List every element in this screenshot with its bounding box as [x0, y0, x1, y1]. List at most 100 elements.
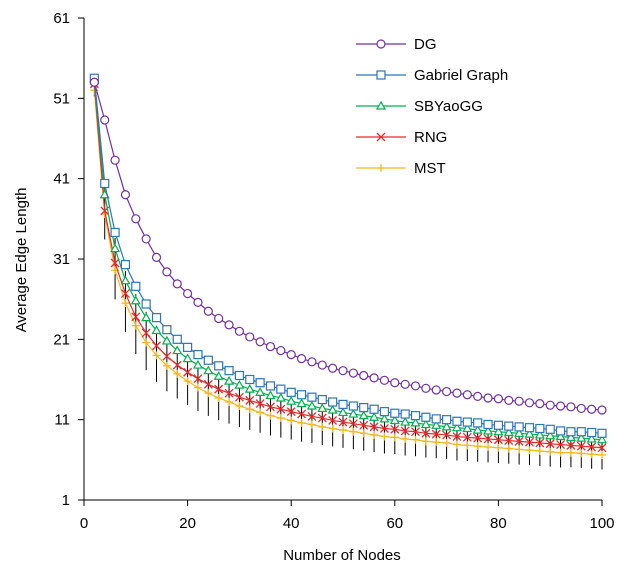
data-point-mst [131, 321, 140, 330]
data-point-sbyaogg [441, 421, 452, 431]
data-point-dg [214, 313, 224, 324]
data-point-sbyaogg [369, 412, 380, 421]
data-point-rng [587, 442, 597, 452]
data-point-gabriel-graph [576, 427, 586, 437]
data-point-dg [473, 391, 483, 401]
data-point-rng [514, 436, 524, 446]
data-point-rng [328, 416, 338, 425]
data-point-dg [514, 396, 524, 406]
series-layer [89, 73, 608, 460]
legend-marker [376, 132, 386, 142]
data-point-dg [597, 405, 607, 415]
data-point-rng [493, 435, 503, 445]
data-point-sbyaogg [172, 345, 183, 355]
legend-label: MST [414, 160, 446, 177]
data-point-sbyaogg [213, 371, 224, 380]
data-point-rng [245, 395, 255, 405]
data-point-dg [410, 381, 421, 391]
data-point-mst [504, 444, 513, 453]
legend-marker [375, 100, 387, 110]
data-point-dg [131, 214, 141, 224]
series-gabriel-graph [89, 73, 607, 438]
data-point-gabriel-graph [462, 417, 472, 427]
data-point-mst [390, 433, 399, 442]
data-point-mst [401, 434, 410, 443]
data-point-mst [411, 435, 420, 444]
data-point-rng [276, 404, 286, 414]
x-tick-label: 20 [179, 515, 196, 532]
data-point-gabriel-graph [338, 399, 348, 410]
legend-marker [376, 39, 386, 49]
data-point-rng [525, 437, 534, 447]
data-point-rng [120, 289, 130, 299]
data-point-gabriel-graph [452, 416, 462, 426]
data-point-gabriel-graph [276, 384, 286, 394]
data-point-rng [556, 440, 566, 450]
data-point-gabriel-graph [410, 411, 421, 421]
data-point-mst [587, 450, 596, 459]
data-point-gabriel-graph [110, 227, 120, 238]
data-point-sbyaogg [151, 325, 162, 335]
legend-item-dg: DG [356, 36, 437, 53]
data-point-rng [359, 420, 369, 430]
data-point-dg [545, 400, 555, 410]
data-point-sbyaogg [192, 359, 203, 369]
data-point-sbyaogg [327, 404, 338, 414]
data-point-dg [400, 379, 410, 389]
data-point-sbyaogg [534, 429, 545, 439]
data-point-gabriel-graph [151, 313, 162, 323]
data-point-mst [473, 442, 482, 451]
data-point-sbyaogg [337, 407, 349, 417]
data-point-sbyaogg [317, 403, 328, 413]
legend-label: Gabriel Graph [414, 67, 508, 84]
data-point-rng [379, 424, 389, 433]
data-point-sbyaogg [141, 312, 152, 322]
data-point-gabriel-graph [100, 178, 110, 189]
series-line-dg [93, 82, 603, 411]
x-tick-label: 40 [283, 515, 300, 532]
data-point-sbyaogg [130, 295, 141, 305]
data-point-mst [328, 424, 337, 433]
data-point-rng [297, 409, 307, 419]
data-point-dg [276, 345, 286, 356]
data-point-dg [162, 267, 172, 277]
data-point-gabriel-graph [566, 427, 576, 437]
data-point-gabriel-graph [214, 361, 224, 371]
data-point-rng [390, 424, 400, 434]
series-mst [90, 86, 606, 460]
data-point-mst [525, 446, 534, 455]
x-tick-label: 0 [80, 515, 88, 532]
data-point-mst [359, 429, 368, 438]
data-point-dg [483, 393, 493, 403]
data-point-gabriel-graph [348, 401, 358, 411]
data-point-dg [317, 360, 327, 370]
data-point-mst [515, 445, 524, 454]
data-point-mst [598, 451, 606, 460]
data-point-dg [110, 155, 120, 165]
y-tick-label: 41 [53, 171, 70, 188]
data-point-dg [183, 288, 193, 299]
data-point-dg [442, 386, 452, 397]
data-point-mst [546, 447, 555, 456]
data-point-mst [318, 422, 327, 431]
data-point-sbyaogg [586, 433, 597, 443]
series-line-rng [93, 83, 603, 449]
data-point-gabriel-graph [597, 428, 607, 438]
x-tick-label: 60 [386, 515, 403, 532]
data-point-dg [224, 320, 234, 330]
data-point-gabriel-graph [369, 404, 379, 414]
data-point-mst [142, 338, 151, 347]
data-point-rng [411, 427, 420, 437]
data-point-dg [120, 190, 131, 200]
y-tick-label: 51 [53, 90, 70, 107]
data-point-dg [504, 395, 514, 405]
data-point-rng [162, 351, 172, 361]
legend-marker [376, 70, 386, 80]
data-point-dg [193, 297, 203, 307]
y-tick-label: 1 [62, 492, 70, 509]
data-point-rng [566, 440, 576, 450]
data-point-gabriel-graph [141, 299, 151, 309]
data-point-mst [432, 438, 441, 447]
data-point-mst [183, 377, 192, 386]
data-point-mst [442, 438, 451, 447]
